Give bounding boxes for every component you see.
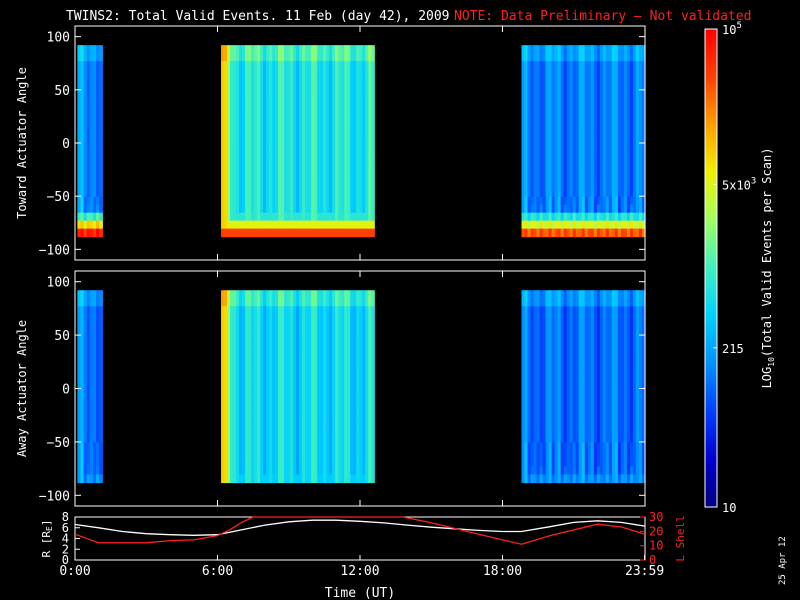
x-axis-label: Time (UT) (325, 586, 395, 600)
preliminary-note: NOTE: Data Preliminary – Not validated (454, 9, 751, 24)
right-tick-label: 0 (649, 553, 656, 567)
toward-panel: 100 50 0 −50 −100 Toward Actuator Angle (15, 25, 646, 261)
y-tick-label: 0 (62, 137, 70, 152)
colorbar-label: LOG10(Total Valid Events per Scan) (760, 148, 776, 389)
right-tick-label: 30 (649, 510, 663, 524)
data-block (521, 45, 646, 238)
colorbar-tick-label: 5x103 (722, 176, 756, 192)
x-tick-label: 18:00 (483, 564, 522, 579)
colorbar-scale (704, 28, 718, 508)
x-tick-label: 6:00 (202, 564, 233, 579)
data-block (221, 45, 375, 238)
left-axis-label: R [RE] (40, 520, 54, 558)
y-tick-label: 6 (62, 521, 69, 535)
series-line-r (74, 519, 646, 536)
y-tick-label: 100 (47, 276, 70, 291)
y-tick-label: 50 (54, 329, 70, 344)
x-tick-label: 12:00 (340, 564, 379, 579)
colorbar-tick-label: 105 (722, 21, 742, 37)
page-title: TWINS2: Total Valid Events. 11 Feb (day … (66, 9, 450, 24)
y-tick-label: −100 (39, 489, 70, 504)
colorbar-tick-label: 10 (722, 501, 736, 515)
x-tick-label: 23:59 (625, 564, 664, 579)
right-tick-label: 10 (649, 539, 663, 553)
data-block (77, 45, 103, 238)
y-tick-label: −50 (47, 190, 70, 205)
y-axis-label: Toward Actuator Angle (15, 67, 29, 219)
data-block (221, 290, 375, 484)
y-tick-label: 4 (62, 532, 69, 546)
series-line-l-shell (74, 516, 646, 545)
right-tick-label: 20 (649, 524, 663, 538)
y-axis-label: Away Actuator Angle (15, 320, 29, 457)
y-tick-label: 0 (62, 553, 69, 567)
colorbar-tick-label: 215 (722, 342, 744, 356)
data-block (521, 290, 646, 484)
y-tick-label: −100 (39, 243, 70, 258)
right-axis-label: L Shell (674, 515, 687, 561)
y-tick-label: 8 (62, 510, 69, 524)
away-panel: 100 50 0 −50 −100 Away Actuator Angle (15, 270, 646, 507)
date-stamp: 25 Apr 12 (778, 536, 788, 585)
y-tick-label: 100 (47, 31, 70, 46)
data-block (77, 290, 103, 484)
plot-frame (74, 516, 646, 561)
y-tick-label: 0 (62, 383, 70, 398)
colorbar: 105 5x103 215 10 LOG10(Total Valid Events pe… (704, 21, 776, 515)
y-tick-label: 2 (62, 542, 69, 556)
x-tick-label: 0:00 (59, 564, 90, 579)
y-tick-label: 50 (54, 84, 70, 99)
y-tick-label: −50 (47, 436, 70, 451)
